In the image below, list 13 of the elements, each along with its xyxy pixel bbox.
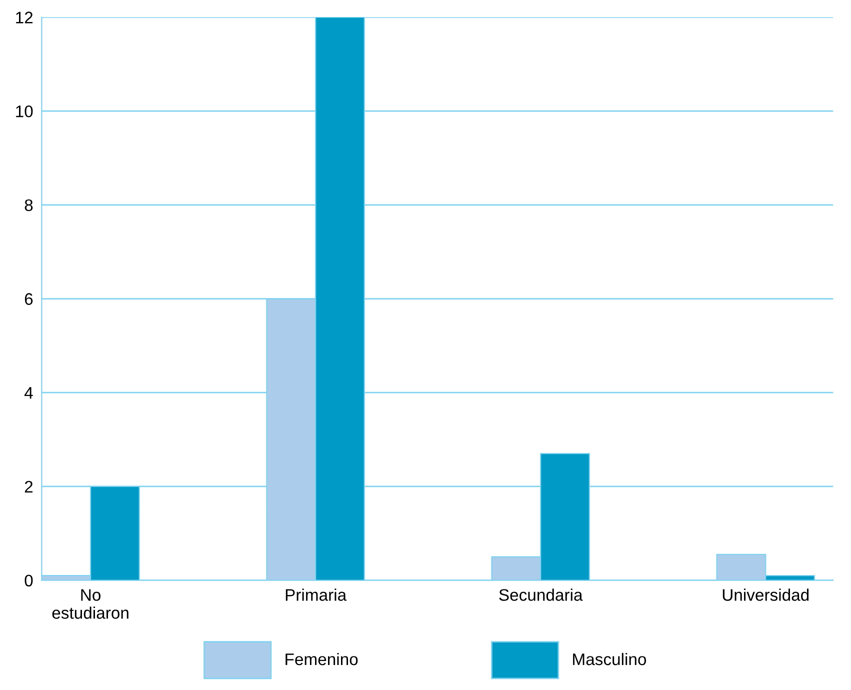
x-tick-label: Universidad [722,588,809,601]
legend-label: Masculino [573,652,646,666]
y-tick-label: 12 [16,12,33,24]
x-tick-label: Secundaria [499,588,583,601]
y-tick-label: 0 [24,574,33,586]
x-tick-label: No estudiaron [52,589,128,619]
y-tick-label: 10 [16,105,33,118]
x-tick-label: Primaria [286,588,347,601]
y-tick-label: 8 [24,199,33,212]
y-tick-label: 6 [24,293,33,305]
y-tick-label: 2 [24,480,33,492]
y-tick-label: 4 [24,387,33,399]
legend-label: Femenino [286,652,358,666]
